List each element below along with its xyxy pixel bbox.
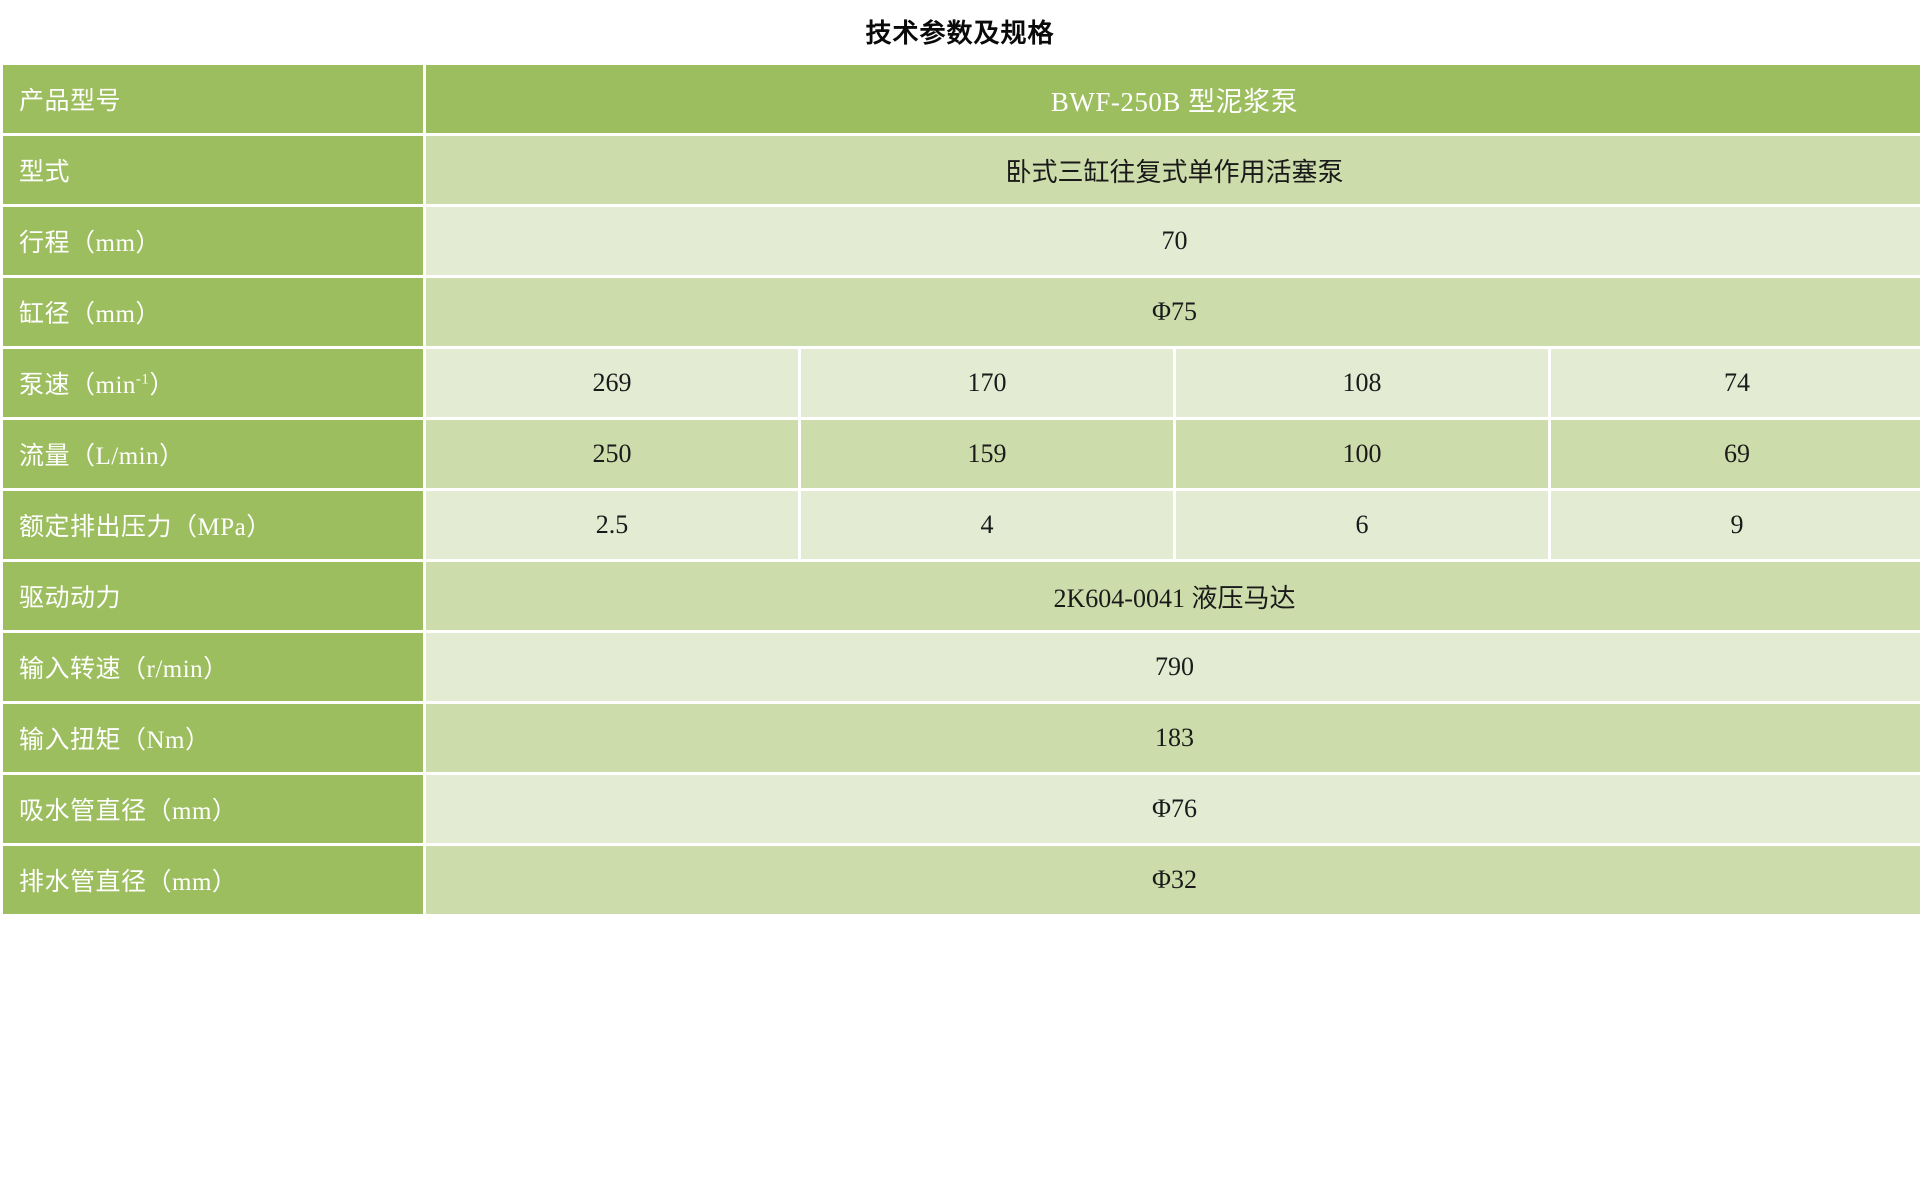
table-row: 行程（mm） 70 bbox=[3, 207, 1920, 275]
table-row: 额定排出压力（MPa） 2.5 4 6 9 bbox=[3, 491, 1920, 559]
table-row: 流量（L/min） 250 159 100 69 bbox=[3, 420, 1920, 488]
table-row: 排水管直径（mm） Φ32 bbox=[3, 846, 1920, 914]
row-label: 驱动动力 bbox=[3, 562, 423, 630]
row-label-superscript: -1 bbox=[135, 371, 150, 388]
row-label: 吸水管直径（mm） bbox=[3, 775, 423, 843]
table-row: 吸水管直径（mm） Φ76 bbox=[3, 775, 1920, 843]
watermark-english-text: HENGTAN MACHINERY bbox=[751, 929, 1329, 972]
row-value-cell: 159 bbox=[801, 420, 1173, 488]
table-row: 产品型号 BWF-250B 型泥浆泵 bbox=[3, 65, 1920, 133]
row-value-cell: 170 bbox=[801, 349, 1173, 417]
table-row: 型式 卧式三缸往复式单作用活塞泵 bbox=[3, 136, 1920, 204]
row-value: 70 bbox=[426, 207, 1920, 275]
spec-table-container: R 衡採机械 HENGTAN MACHINERY 产品型号 BWF-250B 型… bbox=[0, 62, 1920, 1184]
row-value: Φ75 bbox=[426, 278, 1920, 346]
row-label: 产品型号 bbox=[3, 65, 423, 133]
row-value: Φ32 bbox=[426, 846, 1920, 914]
row-value-cell: 69 bbox=[1551, 420, 1920, 488]
table-row: 缸径（mm） Φ75 bbox=[3, 278, 1920, 346]
row-label: 排水管直径（mm） bbox=[3, 846, 423, 914]
row-value-cell: 9 bbox=[1551, 491, 1920, 559]
row-value: 183 bbox=[426, 704, 1920, 772]
page-title: 技术参数及规格 bbox=[865, 18, 1055, 49]
table-row: 泵速（min-1） 269 170 108 74 bbox=[3, 349, 1920, 417]
row-label: 泵速（min-1） bbox=[3, 349, 423, 417]
specification-table: 产品型号 BWF-250B 型泥浆泵 型式 卧式三缸往复式单作用活塞泵 行程（m… bbox=[0, 62, 1920, 917]
table-row: 输入转速（r/min） 790 bbox=[3, 633, 1920, 701]
row-value: Φ76 bbox=[426, 775, 1920, 843]
row-value: BWF-250B 型泥浆泵 bbox=[426, 65, 1920, 133]
row-label: 额定排出压力（MPa） bbox=[3, 491, 423, 559]
row-value-cell: 100 bbox=[1176, 420, 1548, 488]
row-label-text: 泵速（min bbox=[19, 372, 136, 399]
spec-table-body: 产品型号 BWF-250B 型泥浆泵 型式 卧式三缸往复式单作用活塞泵 行程（m… bbox=[3, 65, 1920, 914]
row-value-cell: 269 bbox=[426, 349, 798, 417]
row-value: 790 bbox=[426, 633, 1920, 701]
row-value-cell: 4 bbox=[801, 491, 1173, 559]
table-row: 驱动动力 2K604-0041 液压马达 bbox=[3, 562, 1920, 630]
row-label: 缸径（mm） bbox=[3, 278, 423, 346]
row-label: 流量（L/min） bbox=[3, 420, 423, 488]
row-label: 输入扭矩（Nm） bbox=[3, 704, 423, 772]
row-value-cell: 6 bbox=[1176, 491, 1548, 559]
row-value: 卧式三缸往复式单作用活塞泵 bbox=[426, 136, 1920, 204]
row-value-cell: 2.5 bbox=[426, 491, 798, 559]
row-label: 型式 bbox=[3, 136, 423, 204]
table-row: 输入扭矩（Nm） 183 bbox=[3, 704, 1920, 772]
row-label: 输入转速（r/min） bbox=[3, 633, 423, 701]
row-value-cell: 250 bbox=[426, 420, 798, 488]
row-label-tail: ） bbox=[149, 372, 175, 399]
row-value-cell: 74 bbox=[1551, 349, 1920, 417]
row-label: 行程（mm） bbox=[3, 207, 423, 275]
row-value-cell: 108 bbox=[1176, 349, 1548, 417]
row-value: 2K604-0041 液压马达 bbox=[426, 562, 1920, 630]
